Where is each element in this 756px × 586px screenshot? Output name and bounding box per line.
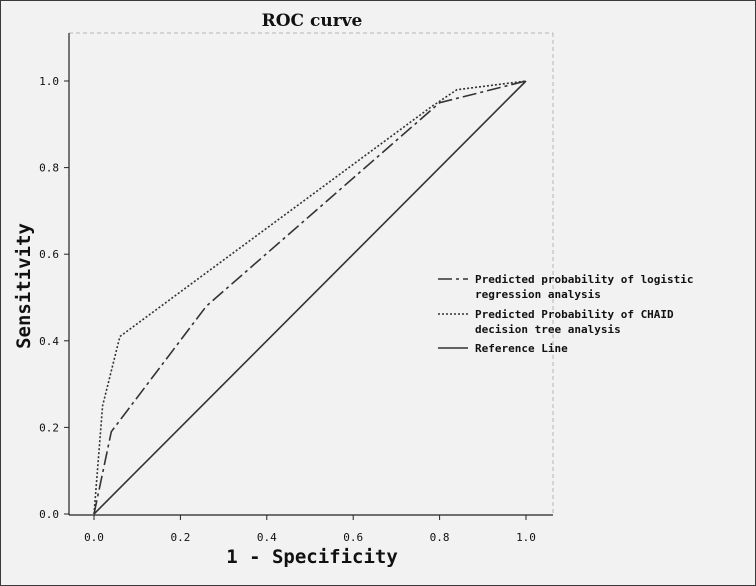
legend-label-3: Reference Line (475, 342, 568, 355)
series-line-1 (93, 80, 527, 515)
axis-ticks: 0.0 0.2 0.4 0.6 0.8 1.0 0.0 0.2 0.4 0.6 0.8 1.0 (39, 75, 536, 544)
legend-label-1: regression analysis (475, 288, 601, 301)
x-tick-label: 0.0 (84, 531, 104, 544)
x-axis-label: 1 - Specificity (226, 546, 398, 568)
y-tick-label: 0.0 (39, 508, 59, 521)
y-tick-label: 0.8 (39, 162, 59, 175)
series-line-3 (93, 80, 527, 515)
plot-background (69, 33, 553, 515)
y-axis-label: Sensitivity (13, 223, 35, 349)
x-tick-label: 0.8 (430, 531, 450, 544)
x-tick-label: 0.4 (257, 531, 277, 544)
legend-label-2: decision tree analysis (475, 323, 621, 336)
legend-label-1: Predicted probability of logistic (475, 273, 694, 286)
legend: Predicted probability of logistic regress… (438, 273, 694, 355)
y-tick-label: 0.4 (39, 335, 59, 348)
series-line-2 (93, 80, 527, 515)
legend-label-2: Predicted Probability of CHAID (475, 308, 674, 321)
plot-area (68, 32, 554, 516)
series-layer (93, 80, 527, 515)
x-tick-label: 0.6 (343, 531, 363, 544)
y-tick-label: 0.6 (39, 248, 59, 261)
x-tick-label: 0.2 (170, 531, 190, 544)
y-tick-label: 0.2 (39, 421, 59, 434)
chart-title: ROC curve (262, 11, 363, 31)
y-tick-label: 1.0 (39, 75, 59, 88)
x-tick-label: 1.0 (516, 531, 536, 544)
